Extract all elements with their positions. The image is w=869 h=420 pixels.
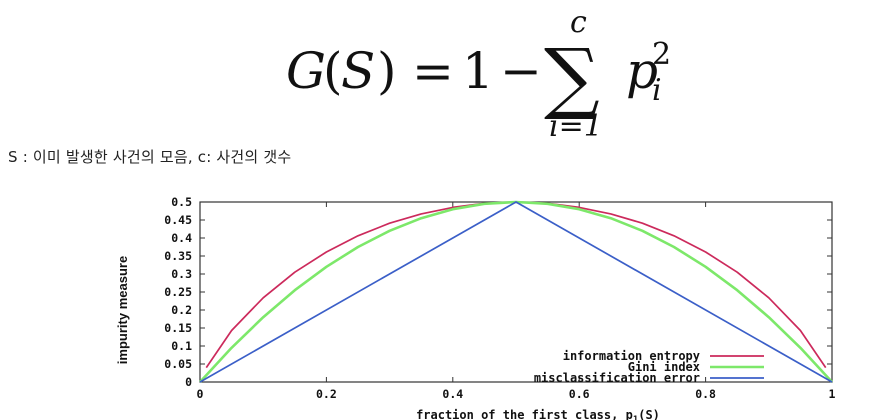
x-tick-label: 0.4: [442, 387, 463, 401]
x-axis-label-sub: 1: [633, 415, 638, 420]
x-tick-label: 0: [197, 387, 204, 401]
x-axis-label-main: fraction of the first class, p: [416, 408, 633, 420]
impurity-chart: impurity measure 00.050.10.150.20.250.30…: [115, 195, 836, 420]
x-tick-label: 0.6: [569, 387, 590, 401]
y-tick-label: 0.35: [164, 249, 192, 263]
y-tick-label: 0.2: [171, 303, 192, 317]
y-axis-label-group: impurity measure: [115, 256, 130, 364]
series-line-misclassification-error: [199, 201, 833, 383]
x-ticks: 0 0.2 0.4 0.6 0.8 1: [197, 202, 836, 401]
y-tick-label: 0: [185, 375, 192, 389]
x-tick-label: 0.8: [695, 387, 716, 401]
y-tick-label: 0.05: [164, 357, 192, 371]
formula-one: 1: [462, 42, 494, 100]
x-axis-label: fraction of the first class, p1(S): [416, 408, 660, 420]
formula-sum-lower: i=1: [549, 109, 603, 140]
series-line-information-entropy: [205, 201, 827, 369]
x-tick-label: 1: [829, 387, 836, 401]
formula-term-sup: 2: [652, 37, 671, 72]
y-tick-label: 0.25: [164, 285, 192, 299]
formula-term-base: p: [626, 42, 658, 100]
legend-label: Gini index: [628, 360, 700, 374]
formula-close-paren: ): [377, 42, 397, 100]
gini-formula: G ( S ) = 1 − ∑ c i=1 p 2 i: [286, 5, 671, 140]
x-axis-label-tail: (S): [638, 408, 660, 420]
formula-minus: −: [500, 42, 542, 100]
formula-sum-upper: c: [570, 5, 587, 40]
y-tick-label: 0.45: [164, 213, 192, 227]
series-lines: [199, 200, 833, 383]
formula-term-sub: i: [652, 73, 662, 108]
y-tick-label: 0.1: [171, 339, 192, 353]
formula-sum-symbol: ∑: [544, 33, 600, 123]
plot-frame: [199, 201, 833, 383]
legend-label: misclassification error: [534, 371, 700, 385]
y-tick-label: 0.3: [171, 267, 192, 281]
plot-border: [199, 201, 833, 383]
y-ticks: 0 0.05 0.1 0.15 0.2 0.25 0.3 0.35 0.4 0.45 0.5: [164, 195, 832, 389]
formula-lhs-arg: S: [341, 42, 375, 100]
x-tick-label: 0.2: [316, 387, 337, 401]
formula-caption: S : 이미 발생한 사건의 모음, c: 사건의 갯수: [8, 148, 292, 166]
formula-open-paren: (: [323, 42, 343, 100]
y-axis-label: impurity measure: [115, 256, 130, 364]
formula-equals: =: [412, 42, 454, 100]
y-tick-label: 0.15: [164, 321, 192, 335]
legend-label: information entropy: [563, 349, 700, 363]
formula-lhs-func: G: [286, 42, 326, 100]
y-tick-label: 0.5: [171, 195, 192, 209]
series-line-gini-index: [199, 200, 833, 383]
y-tick-label: 0.4: [171, 231, 192, 245]
